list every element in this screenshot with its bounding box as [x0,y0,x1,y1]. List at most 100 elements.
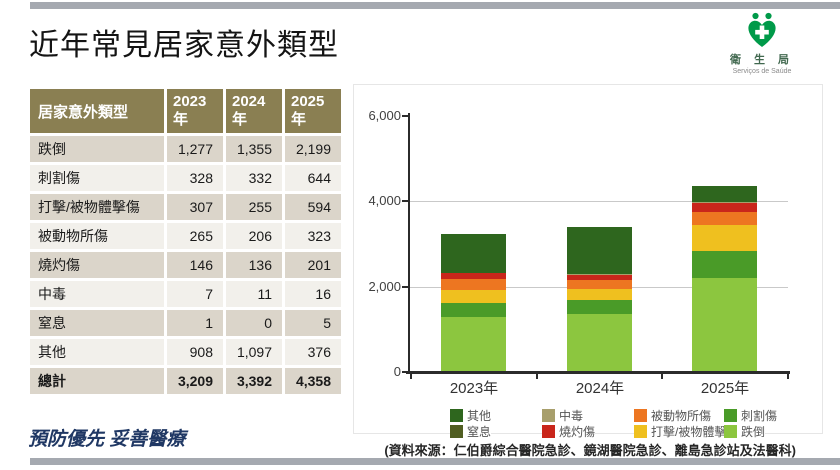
row-label: 其他 [30,339,164,365]
stacked-bar [692,186,757,372]
legend-swatch [724,425,737,438]
row-label: 刺割傷 [30,165,164,191]
x-axis-category-label: 2025年 [700,380,750,397]
row-value: 1,355 [226,136,282,162]
bar-segment [692,211,757,226]
legend-swatch [542,425,555,438]
table-year-header: 2024 年 [226,89,282,133]
year-number: 2024 [232,93,266,110]
y-tick-mark [402,115,409,117]
chart-panel: 0 2,000 4,000 6,000 2023年 2024年 2025年 其他 窒息 中毒燒… [353,84,823,440]
table-row: 刺割傷 328 332 644 [30,165,341,191]
legend-label: 跌倒 [741,425,766,439]
row-label: 燒灼傷 [30,252,164,278]
bar-segment [567,227,632,275]
x-tick-mark [661,374,663,379]
row-value: 7 [167,281,223,307]
row-value: 11 [226,281,282,307]
x-tick-mark [536,374,538,379]
legend-label: 燒灼傷 [559,425,596,439]
table-total-row: 總計 3,209 3,392 4,358 [30,368,341,394]
row-value: 255 [226,194,282,220]
logo-name-pt: Serviços de Saúde [732,68,792,75]
row-label: 打擊/被物體擊傷 [30,194,164,220]
bar-segment [692,202,757,212]
x-axis-line [406,371,790,374]
slogan: 預防優先 妥善醫療 [28,429,186,450]
legend-label: 刺割傷 [741,409,778,423]
bar-segment [441,233,506,273]
bar-segment [692,225,757,251]
row-value: 0 [226,310,282,336]
bar-segment [441,317,506,372]
table-row: 燒灼傷 146 136 201 [30,252,341,278]
legend-item: 被動物所傷 [634,407,712,424]
bar-segment [692,250,757,279]
bar-segment [441,279,506,291]
table-row: 其他 908 1,097 376 [30,339,341,365]
heart-cross-icon [748,12,776,47]
row-value: 3,209 [167,368,223,394]
row-value: 1 [167,310,223,336]
bar-segment [441,290,506,304]
table-row: 打擊/被物體擊傷 307 255 594 [30,194,341,220]
row-value: 3,392 [226,368,282,394]
bar-segment [567,274,632,281]
y-axis-tick-label: 4,000 [368,193,401,209]
table-row: 跌倒 1,277 1,355 2,199 [30,136,341,162]
bar-segment [567,299,632,315]
bar-segment [567,280,632,290]
row-value: 328 [167,165,223,191]
x-tick-mark [787,374,789,379]
year-number: 2023 [173,93,207,110]
x-tick-mark [410,374,412,379]
legend-item: 窒息 [450,423,492,440]
y-axis-line [408,113,410,372]
legend-item: 其他 [450,407,492,424]
legend-label: 打擊/被物體擊傷 [651,425,739,439]
row-value: 1,277 [167,136,223,162]
table-header: 居家意外類型 2023 年 2024 年 2025 年 [30,89,341,133]
legend-item: 打擊/被物體擊傷 [634,423,739,440]
table-year-header: 2023 年 [167,89,223,133]
year-suffix: 年 [291,111,307,128]
gridline [410,201,788,203]
legend-item: 中毒 [542,407,584,424]
row-value: 4,358 [285,368,341,394]
table-type-header: 居家意外類型 [30,89,164,133]
row-value: 2,199 [285,136,341,162]
year-suffix: 年 [232,111,248,128]
stacked-bar [441,233,506,372]
table-year-header: 2025 年 [285,89,341,133]
row-value: 332 [226,165,282,191]
legend-swatch [450,409,463,422]
bar-segment [441,272,506,280]
y-axis-tick-label: 6,000 [368,108,401,123]
row-value: 201 [285,252,341,278]
bar-segment [567,289,632,300]
legend-swatch [634,409,647,422]
bar-segment [441,303,506,318]
legend-swatch [450,425,463,438]
row-value: 265 [167,223,223,249]
bar-segment [692,202,757,203]
legend-label: 被動物所傷 [651,409,712,423]
legend-item: 跌倒 [724,423,766,440]
row-value: 146 [167,252,223,278]
bar-segment [692,278,757,372]
row-value: 5 [285,310,341,336]
table-row: 被動物所傷 265 206 323 [30,223,341,249]
year-suffix: 年 [173,111,189,128]
legend-item: 燒灼傷 [542,423,596,440]
health-bureau-logo: 衛 生 局 Serviços de Saúde [724,10,800,75]
row-value: 376 [285,339,341,365]
row-label: 跌倒 [30,136,164,162]
logo-name-zh: 衛 生 局 [729,54,795,66]
row-value: 16 [285,281,341,307]
legend-label: 窒息 [467,425,492,439]
legend-label: 中毒 [559,409,584,423]
y-axis-tick-label: 2,000 [368,278,401,294]
legend-item: 刺割傷 [724,407,778,424]
row-label: 中毒 [30,281,164,307]
row-value: 136 [226,252,282,278]
